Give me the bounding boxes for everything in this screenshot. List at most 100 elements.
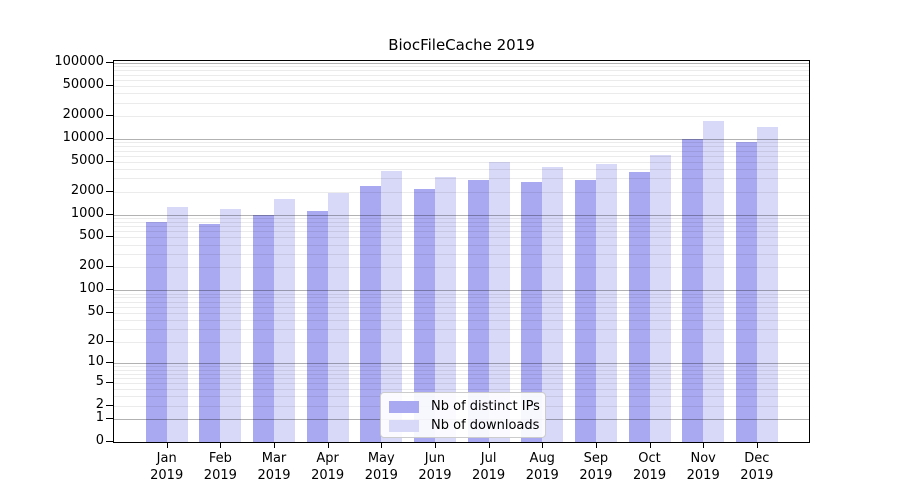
y-tick-mark — [106, 289, 113, 291]
y-tick-label: 10 — [87, 354, 104, 370]
x-tick-year: 2019 — [579, 468, 613, 483]
y-tick-mark — [106, 84, 113, 86]
x-tick-month: Apr — [316, 451, 339, 466]
x-tick-month: Nov — [690, 451, 716, 466]
gridline-minor — [114, 244, 809, 246]
x-tick-year: 2019 — [525, 468, 559, 483]
gridline-major — [114, 363, 809, 365]
gridline-minor — [114, 226, 809, 228]
gridline-minor — [114, 178, 809, 180]
x-tick-year: 2019 — [364, 468, 398, 483]
x-tick-year: 2019 — [311, 468, 345, 483]
gridline-minor — [114, 297, 809, 299]
gridline-minor — [114, 267, 809, 269]
legend-label-downloads: Nb of downloads — [431, 418, 540, 433]
gridline-minor — [114, 161, 809, 163]
x-tick-month: Mar — [261, 451, 287, 466]
y-tick-label: 500 — [79, 228, 104, 244]
x-tick-label: Nov 2019 — [673, 450, 733, 484]
bar-distinct-ips — [628, 171, 650, 442]
gridline-minor — [114, 341, 809, 343]
y-tick-label: 0 — [95, 433, 104, 448]
y-tick-mark — [106, 61, 113, 63]
gridline-minor — [114, 306, 809, 308]
gridline-minor — [114, 102, 809, 104]
gridline-minor — [114, 369, 809, 371]
gridline-minor — [114, 66, 809, 68]
gridline-minor — [114, 218, 809, 220]
x-tick-month: Jul — [480, 451, 497, 466]
y-tick-mark — [106, 236, 113, 238]
x-tick-mark — [595, 442, 597, 448]
x-tick-year: 2019 — [257, 468, 291, 483]
y-tick-label: 20000 — [62, 106, 104, 122]
gridline-minor — [114, 146, 809, 148]
legend-swatch-distinct-ips — [389, 400, 419, 413]
y-tick-label: 2000 — [70, 182, 104, 198]
x-tick-mark — [756, 442, 758, 448]
x-tick-year: 2019 — [418, 468, 452, 483]
x-tick-label: May 2019 — [351, 450, 411, 484]
gridline-minor — [114, 389, 809, 391]
y-tick-label: 200 — [79, 258, 104, 274]
x-tick-label: Feb 2019 — [190, 450, 250, 484]
x-tick-month: Feb — [208, 451, 232, 466]
x-tick-mark — [488, 442, 490, 448]
gridline-minor — [114, 155, 809, 157]
legend-item-distinct-ips: Nb of distinct IPs — [389, 397, 545, 416]
x-tick-label: Jun 2019 — [405, 450, 465, 484]
x-tick-year: 2019 — [686, 468, 720, 483]
y-tick-label: 50 — [87, 303, 104, 319]
bar-distinct-ips — [413, 188, 435, 442]
gridline-minor — [114, 93, 809, 95]
x-tick-year: 2019 — [203, 468, 237, 483]
gridline-minor — [114, 373, 809, 375]
bar-downloads — [649, 154, 671, 442]
x-tick-label: Mar 2019 — [244, 450, 304, 484]
gridline-minor — [114, 254, 809, 256]
bar-downloads — [381, 170, 403, 442]
y-tick-mark — [106, 213, 113, 215]
x-tick-label: Jan 2019 — [137, 450, 197, 484]
bar-distinct-ips — [253, 215, 274, 442]
gridline-minor — [114, 237, 809, 239]
y-tick-mark — [106, 266, 113, 268]
gridline-major — [114, 290, 809, 292]
y-tick-label: 20 — [87, 332, 104, 348]
bar-downloads — [434, 177, 456, 442]
y-tick-mark — [106, 340, 113, 342]
x-tick-mark — [220, 442, 222, 448]
y-tick-mark — [106, 160, 113, 162]
x-tick-month: Jun — [424, 451, 446, 466]
gridline-minor — [114, 312, 809, 314]
x-tick-label: Jul 2019 — [459, 450, 519, 484]
x-tick-year: 2019 — [472, 468, 506, 483]
bar-downloads — [703, 121, 725, 442]
gridline-minor — [114, 377, 809, 379]
y-tick-mark — [106, 382, 113, 384]
gridline-minor — [114, 383, 809, 385]
bar-downloads — [488, 162, 510, 442]
y-tick-mark — [106, 311, 113, 313]
x-tick-year: 2019 — [150, 468, 184, 483]
y-tick-label: 1000 — [70, 205, 104, 221]
gridline-minor — [114, 115, 809, 117]
x-tick-mark — [381, 442, 383, 448]
y-tick-label: 5 — [95, 374, 104, 390]
x-tick-month: Oct — [638, 451, 661, 466]
gridline-minor — [114, 74, 809, 76]
y-tick-mark — [106, 418, 113, 420]
bar-distinct-ips — [467, 180, 489, 442]
x-tick-label: Oct 2019 — [620, 450, 680, 484]
gridline-minor — [114, 319, 809, 321]
gridline-major — [114, 62, 809, 64]
x-tick-month: Sep — [583, 451, 609, 466]
gridline-major — [114, 214, 809, 216]
legend: Nb of distinct IPs Nb of downloads — [380, 392, 546, 438]
x-tick-mark — [703, 442, 705, 448]
y-tick-mark — [106, 114, 113, 116]
bar-distinct-ips — [145, 222, 167, 442]
gridline-minor — [114, 142, 809, 144]
y-tick-label: 1 — [95, 410, 104, 426]
